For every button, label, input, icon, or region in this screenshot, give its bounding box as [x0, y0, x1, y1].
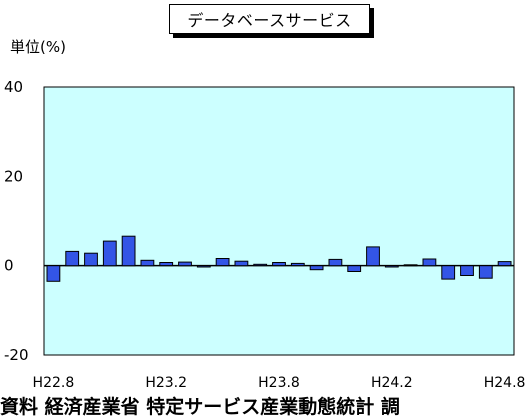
bar-H24.4 — [422, 258, 437, 267]
bars — [46, 235, 512, 282]
x-tick-label: H24.2 — [371, 375, 413, 391]
bar-H24.7 — [478, 265, 493, 279]
bar-H23.1 — [140, 259, 155, 267]
y-tick-label: 0 — [4, 257, 14, 275]
bar-H23.11 — [328, 258, 343, 267]
bar-H24.1 — [366, 246, 380, 267]
chart-title: データベースサービス — [169, 4, 370, 34]
bar-H23.6 — [234, 260, 249, 267]
source-note: 資料 経済産業省 特定サービス産業動態統計 調 — [0, 396, 400, 417]
plot-area — [43, 86, 515, 356]
bar-H22.12 — [121, 235, 136, 267]
bar-H24.3 — [403, 264, 418, 267]
y-tick-label: -20 — [4, 346, 29, 364]
y-tick-labels: -20 0 20 40 — [4, 78, 29, 364]
x-tick-labels: H22.8 H23.2 H23.8 H24.2 H24.8 — [33, 375, 526, 391]
bar-H23.8 — [272, 262, 286, 267]
bar-H22.11 — [102, 240, 117, 267]
y-tick-label: 40 — [4, 78, 23, 96]
bar-H23.3 — [178, 261, 192, 267]
bar-H23.9 — [290, 262, 305, 267]
y-tick-label: 20 — [4, 167, 23, 185]
bar-H23.5 — [215, 258, 230, 267]
bar-H24.6 — [460, 265, 474, 277]
bar-H23.4 — [196, 265, 211, 268]
x-tick-label: H24.8 — [484, 375, 526, 391]
bar-H22.10 — [84, 252, 98, 267]
y-axis-unit-label: 単位(%) — [10, 38, 66, 56]
x-tick-label: H23.2 — [145, 375, 187, 391]
bar-H23.7 — [253, 263, 268, 267]
x-tick-label: H23.8 — [258, 375, 300, 391]
bar-H23.10 — [309, 265, 324, 271]
x-tick-label: H22.8 — [33, 375, 75, 391]
bar-H23.12 — [347, 265, 362, 273]
bar-H22.9 — [65, 250, 80, 267]
bar-H24.8 — [497, 261, 512, 267]
bar-H22.8 — [46, 265, 61, 282]
chart: -20 0 20 40 H22.8 H23.2 H23.8 H24.2 H24.8 — [4, 78, 526, 391]
bar-H23.2 — [159, 262, 174, 267]
bar-H24.2 — [384, 265, 399, 268]
bar-H24.5 — [441, 265, 456, 280]
